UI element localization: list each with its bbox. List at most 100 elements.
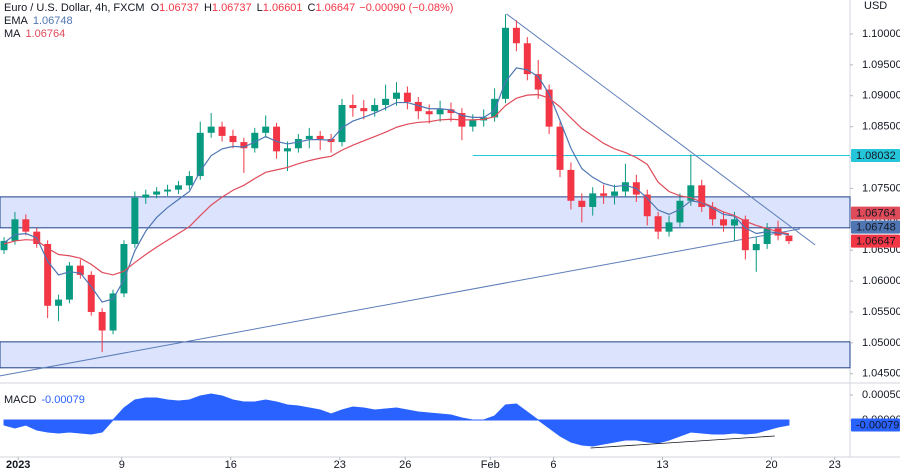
candle-body xyxy=(665,222,673,232)
ohlc-value: 1.06647 xyxy=(316,2,356,14)
y-tick-label: 1.10000 xyxy=(862,28,900,40)
candle-body xyxy=(120,244,128,294)
price-tag-bg xyxy=(851,220,900,234)
candle-body xyxy=(262,126,270,133)
candle-body xyxy=(131,197,139,245)
candle-body xyxy=(87,274,95,312)
ohlc-value: 1.06737 xyxy=(212,2,252,14)
y-tick-label: 1.09000 xyxy=(862,90,900,102)
y-tick-label: 1.06000 xyxy=(862,275,900,287)
candle-body xyxy=(55,299,63,306)
candle-body xyxy=(676,200,684,223)
candle-body xyxy=(382,98,390,106)
macd-tag: -0.00079 xyxy=(856,419,899,431)
ohlc-key: C xyxy=(308,2,316,14)
candle-body xyxy=(207,126,215,133)
price-tag: 1.06647 xyxy=(856,236,896,248)
candle-body xyxy=(687,185,695,201)
candle-body xyxy=(654,216,662,232)
candle-body xyxy=(709,206,717,220)
candle-body xyxy=(153,191,161,195)
candle-body xyxy=(621,182,629,192)
candle-body xyxy=(425,111,433,115)
x-tick-label: 26 xyxy=(399,459,411,471)
ohlc-value: 1.06601 xyxy=(263,2,303,14)
candle-body xyxy=(698,185,706,207)
candle-body xyxy=(65,265,73,300)
x-tick-label: Feb xyxy=(481,459,500,471)
candle-body xyxy=(393,92,400,99)
currency-label: USD xyxy=(864,0,887,12)
candle-body xyxy=(164,189,172,192)
x-tick-label: 23 xyxy=(829,459,841,471)
y-tick-label: 1.05000 xyxy=(862,337,900,349)
candle-body xyxy=(360,108,368,112)
x-tick-label: 23 xyxy=(334,459,346,471)
trendline xyxy=(506,13,816,246)
candle-body xyxy=(578,200,586,207)
candle-body xyxy=(534,74,542,90)
candle-body xyxy=(11,219,19,241)
legend-main: Euro / U.S. Dollar, 4h, FXCM O1.06737 H1.0… xyxy=(4,2,453,14)
candle-body xyxy=(436,109,444,115)
y-tick-label: 1.04500 xyxy=(862,368,900,380)
candle-body xyxy=(741,219,749,251)
x-tick-label: 9 xyxy=(119,459,125,471)
candle-body xyxy=(403,92,411,102)
price-tag-bg xyxy=(851,206,900,220)
candle-body xyxy=(611,191,619,196)
change: −0.00090 (−0.08%) xyxy=(359,2,453,14)
zone xyxy=(0,196,851,229)
ohlc-key: L xyxy=(257,2,263,14)
ohlc-value: 1.06737 xyxy=(159,2,199,14)
candle-body xyxy=(338,105,346,143)
candle-body xyxy=(523,43,531,75)
x-tick-label: 6 xyxy=(550,459,556,471)
candle-body xyxy=(349,105,357,109)
candle-body xyxy=(512,27,520,44)
ohlc-key: H xyxy=(204,2,212,14)
ohlc-key: O xyxy=(151,2,160,14)
level-tag-bg xyxy=(851,149,900,163)
candle-body xyxy=(763,228,771,245)
price-tag-bg xyxy=(851,234,900,248)
candle-body xyxy=(371,105,379,112)
macd-tag-bg xyxy=(851,418,900,432)
candle-body xyxy=(251,132,259,149)
indicator-value: 1.06748 xyxy=(33,15,73,27)
candle-body xyxy=(273,126,281,152)
x-tick-label: 16 xyxy=(225,459,237,471)
candle-body xyxy=(720,219,728,226)
zone xyxy=(0,341,851,369)
candle-body xyxy=(229,135,237,143)
y-tick-label: 1.05500 xyxy=(862,306,900,318)
candle-body xyxy=(447,109,455,114)
price-tag: 1.06764 xyxy=(856,208,896,220)
macd-trendline xyxy=(590,435,775,449)
trendline xyxy=(0,228,800,377)
candle-body xyxy=(240,142,248,149)
candle-body xyxy=(545,89,553,127)
candle-body xyxy=(567,169,575,201)
candle-body xyxy=(283,148,291,152)
candle-body xyxy=(785,235,793,242)
candle-body xyxy=(600,193,608,196)
x-tick-label: 13 xyxy=(656,459,668,471)
indicator-name: EMA xyxy=(4,15,29,27)
price-tag: 1.06748 xyxy=(856,222,896,234)
candle-body xyxy=(643,194,651,217)
candle-body xyxy=(316,135,324,139)
y2-tick-label: 0.00050 xyxy=(862,389,900,401)
y-tick-label: 1.08500 xyxy=(862,121,900,133)
candle-body xyxy=(196,132,204,177)
candle-body xyxy=(174,185,182,190)
legend-macd: MACD -0.00079 xyxy=(4,394,85,406)
indicator-line xyxy=(3,67,790,303)
candle-body xyxy=(76,265,84,275)
y-tick-label: 1.07500 xyxy=(862,182,900,194)
candle-body xyxy=(589,193,597,207)
candle-body xyxy=(185,176,193,186)
candle-body xyxy=(502,27,509,99)
y-tick-label: 1.09500 xyxy=(862,59,900,71)
